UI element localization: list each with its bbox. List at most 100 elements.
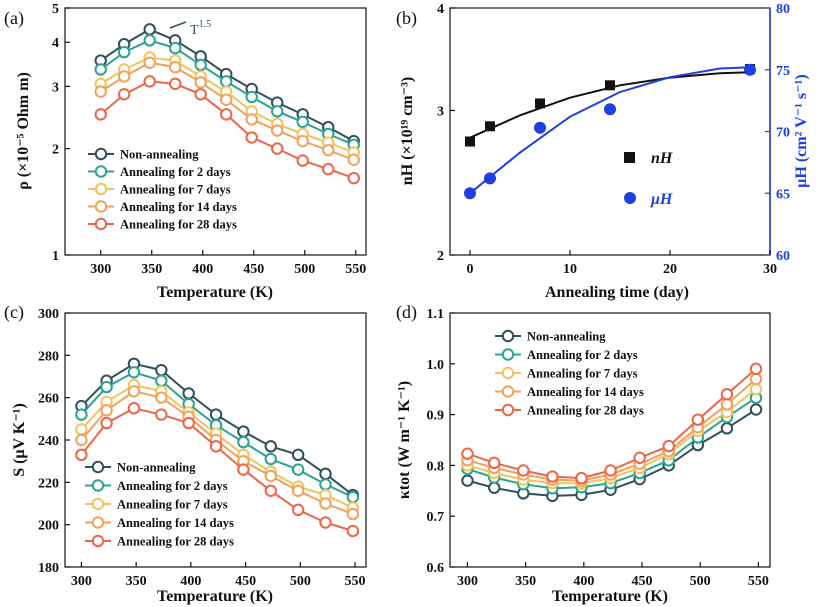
- legend-marker-circle: [624, 192, 636, 204]
- data-point: [182, 416, 195, 430]
- panel-d-plot: 300 350 400 450 500 550 0.6 0.7 0.8 0.9 1.0 1.1 Non-…: [427, 307, 769, 589]
- data-point: [575, 471, 588, 485]
- panel-b-ylabel-right: μH (cm² V⁻¹ s⁻¹): [793, 74, 810, 187]
- panel-a-xtick-label: 350: [141, 262, 162, 277]
- panel-d-xtick-label: 350: [515, 574, 536, 589]
- data-point: [319, 467, 332, 481]
- data-point: [143, 23, 156, 36]
- data-point: [168, 60, 182, 74]
- panel-c-ytick-label: 300: [38, 307, 59, 322]
- panel-d-ytick-label: 1.0: [427, 358, 445, 373]
- legend-label: Annealing for 7 days: [120, 183, 231, 197]
- data-point: [94, 85, 107, 98]
- fit-line-2: [469, 66, 751, 195]
- data-point: [155, 374, 168, 387]
- data-point: [127, 402, 141, 415]
- panel-d-frame: [449, 312, 771, 568]
- data-point: [220, 75, 233, 88]
- panel-c-ylabel: S (μV K⁻¹): [11, 403, 28, 477]
- panel-b-ytick-label: 4: [437, 2, 444, 17]
- data-point: [291, 463, 305, 476]
- data-point: [182, 387, 195, 400]
- panel-a-xtick-label: 400: [192, 262, 213, 277]
- panel-c-xtick-label: 400: [180, 574, 201, 589]
- panel-a-ytick-label: 3: [52, 80, 59, 95]
- panel-d-xtick-label: 450: [632, 574, 653, 589]
- panel-b-ytick-right-label: 70: [776, 126, 790, 141]
- data-point: [143, 56, 156, 69]
- data-point: [749, 403, 763, 416]
- data-point: [237, 435, 250, 449]
- panel-b-ytick-label: 2: [437, 249, 444, 264]
- data-point: [604, 464, 617, 477]
- data-point: [143, 75, 156, 88]
- data-point: [168, 41, 182, 55]
- data-point: [209, 408, 223, 421]
- panel-b-ytick-right-label: 60: [776, 249, 790, 264]
- panel-b-xtick-label: 30: [763, 262, 777, 277]
- data-point: [127, 366, 141, 379]
- data-point-square: [535, 98, 545, 109]
- panel-a-annotation: T1.5: [169, 19, 211, 38]
- data-point-circle: [744, 63, 756, 76]
- data-point: [633, 451, 646, 464]
- annotation-t: T1.5: [190, 19, 211, 38]
- data-point: [117, 45, 131, 59]
- data-point: [291, 448, 305, 462]
- legend-marker: [91, 516, 105, 529]
- panel-b-ytick-right-label: 80: [776, 2, 790, 17]
- panel-d-ytick-label: 0.9: [427, 409, 445, 424]
- panel-d-series-group: [461, 362, 763, 503]
- panel-b-xlabel: Annealing time (day): [545, 284, 689, 301]
- data-point: [271, 142, 284, 155]
- panel-a-xtick-label: 500: [294, 262, 315, 277]
- annotation-guide-line: [169, 21, 187, 29]
- legend-label-nh: nH: [651, 150, 673, 167]
- panel-b-xtick-label: 20: [663, 262, 677, 277]
- panel-c-label: (c): [4, 302, 24, 323]
- panel-c-ytick-label: 220: [38, 476, 59, 491]
- legend-marker: [94, 147, 108, 161]
- panel-d-xtick-label: 300: [457, 574, 478, 589]
- panel-a-xtick-label: 450: [243, 262, 264, 277]
- panel-c-legend: Non-annealing Annealing for 2 days Anneali…: [85, 461, 234, 549]
- panel-d-ytick-label: 0.8: [427, 459, 445, 474]
- data-point-square: [465, 136, 475, 147]
- legend-label: Annealing for 2 days: [120, 165, 231, 179]
- data-point: [662, 439, 675, 453]
- data-point: [75, 408, 88, 421]
- legend-marker: [94, 217, 108, 231]
- data-point: [94, 63, 107, 76]
- data-point: [319, 497, 332, 510]
- data-point-circle: [534, 121, 546, 134]
- legend-marker: [91, 497, 105, 511]
- panel-c-xtick-label: 500: [290, 574, 311, 589]
- data-point: [155, 363, 168, 377]
- panel-a-ytick-label: 1: [52, 249, 59, 264]
- panel-a-label: (a): [4, 8, 24, 29]
- data-point: [264, 440, 277, 453]
- data-point: [245, 90, 258, 104]
- data-point-circle: [604, 103, 616, 116]
- data-point: [461, 474, 474, 487]
- panel-c-xtick-label: 550: [345, 574, 366, 589]
- data-point: [517, 464, 530, 477]
- data-point: [155, 391, 168, 404]
- data-point: [264, 469, 277, 483]
- legend-label: Annealing for 28 days: [117, 535, 234, 549]
- data-point: [322, 162, 335, 176]
- data-point: [720, 388, 734, 401]
- legend-label: Annealing for 28 days: [527, 404, 644, 418]
- data-point: [117, 70, 131, 83]
- panel-c-series-group: [75, 357, 360, 538]
- legend-label: Annealing for 2 days: [117, 479, 228, 493]
- legend-marker: [94, 182, 108, 196]
- panel-c-xtick-label: 300: [71, 574, 92, 589]
- data-point: [749, 362, 763, 376]
- data-point: [720, 398, 734, 411]
- panel-b-frame: [449, 7, 771, 256]
- data-point: [720, 422, 734, 435]
- panel-d-ytick-label: 0.7: [427, 510, 445, 525]
- data-point-circle: [484, 172, 496, 185]
- panel-a-series-group: [94, 23, 360, 185]
